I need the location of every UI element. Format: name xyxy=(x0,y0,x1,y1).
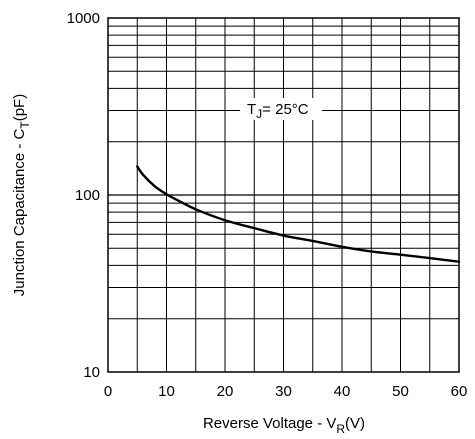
y-axis-title-subscript: T xyxy=(18,121,32,129)
grid xyxy=(108,18,459,372)
x-tick-label: 30 xyxy=(275,383,292,400)
x-axis-title-suffix: (V) xyxy=(345,415,365,432)
y-axis-title-suffix: (pF) xyxy=(11,94,28,122)
x-axis-title-subscript: R xyxy=(336,422,345,436)
series-layer xyxy=(136,165,461,263)
annotation-subscript: J xyxy=(256,107,262,121)
svg-text:TJ= 25°C: TJ= 25°C xyxy=(247,101,309,121)
y-tick-label: 1000 xyxy=(67,10,100,27)
x-axis-title-main: Reverse Voltage - V xyxy=(203,415,336,432)
y-axis-title-main: Junction Capacitance - C xyxy=(11,128,28,296)
y-axis-title: Junction Capacitance - CT(pF) xyxy=(11,94,32,296)
series-line xyxy=(136,165,461,263)
x-tick-label: 20 xyxy=(217,383,234,400)
x-tick-label: 10 xyxy=(158,383,175,400)
annotation-main: T xyxy=(247,101,256,118)
y-tick-label: 100 xyxy=(75,187,100,204)
annotation-background xyxy=(240,98,322,120)
plot-frame xyxy=(107,17,460,373)
annotation-suffix: = 25°C xyxy=(262,101,309,118)
x-tick-label: 60 xyxy=(451,383,468,400)
x-axis-title: Reverse Voltage - VR(V) xyxy=(203,415,365,436)
y-tick-label: 10 xyxy=(83,364,100,381)
x-tick-label: 50 xyxy=(392,383,409,400)
x-tick-label: 40 xyxy=(334,383,351,400)
x-tick-label: 0 xyxy=(104,383,112,400)
temperature-annotation: TJ= 25°C xyxy=(240,98,322,121)
